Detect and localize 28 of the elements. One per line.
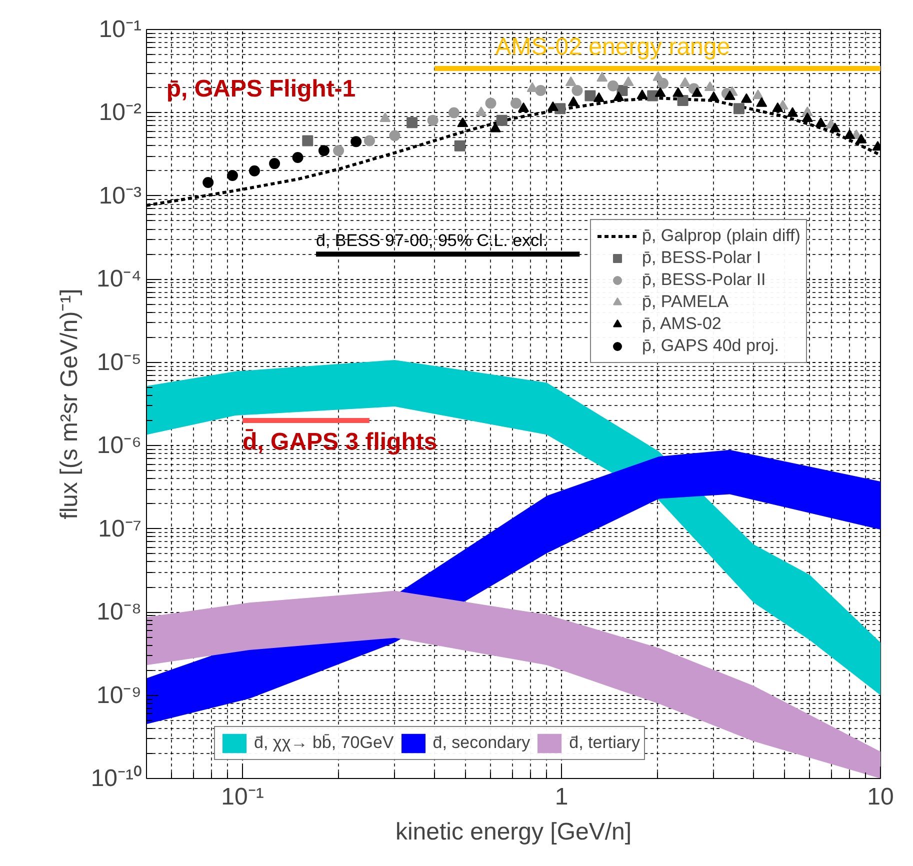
y-tick-label: 10⁻⁷ [98,515,142,542]
y-tick-label: 10⁻⁵ [96,348,142,376]
y-axis-title: flux [(s m²sr GeV/n)⁻¹] [56,288,83,520]
annotation: d̄, BESS 97-00, 95% C.L. excl. [316,231,548,250]
y-tick-label: 10⁻⁴ [96,266,142,293]
legend-label: p̄, Galprop (plain diff) [642,226,800,246]
y-tick-label: 10⁻² [98,99,142,126]
x-tick-label: 1 [554,784,568,810]
x-tick-label: 10 [867,784,894,810]
annotation: d̄, GAPS 3 flights [242,428,438,456]
legend-label: p̄, AMS-02 [642,314,722,334]
legend-label: p̄, BESS-Polar I [642,248,762,268]
annotation: p̄, GAPS Flight-1 [166,76,356,103]
x-tick-label: 10⁻¹ [221,784,264,810]
legend-label: d̄, secondary [432,733,530,753]
y-tick-label: 10⁻⁹ [96,682,142,709]
y-tick-label: 10⁻⁶ [96,432,142,460]
legend-label: p̄, GAPS 40d proj. [642,336,780,356]
y-tick-label: 10⁻⁸ [96,598,142,626]
legend-label: d̄, χχ→ bb̄, 70GeV [254,733,394,753]
y-tick-label: 10⁻³ [98,182,142,210]
y-tick-label: 10⁻¹ [98,16,142,43]
annotation: AMS-02 energy range [495,33,730,60]
legend-label: d̄, tertiary [569,733,640,753]
y-tick-label: 10⁻¹⁰ [90,765,142,792]
legend-label: p̄, BESS-Polar II [642,270,766,290]
legend-label: p̄, PAMELA [642,292,729,312]
x-axis-title: kinetic energy [GeV/n] [395,818,632,846]
